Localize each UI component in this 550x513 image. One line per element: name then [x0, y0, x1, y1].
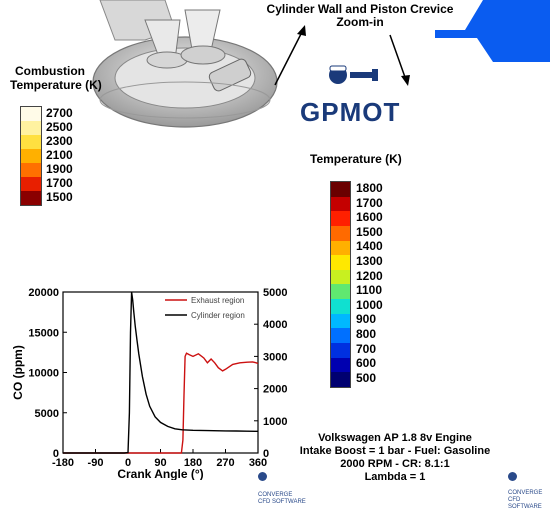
x-tick-label: -90 [88, 457, 104, 469]
converge-logo-sub: CFD SOFTWARE [258, 499, 306, 505]
colorbar-tick-label: 1400 [356, 239, 383, 254]
colorbar-tick-label: 1800 [356, 181, 383, 195]
engine-caption-line3: 2000 RPM - CR: 8.1:1 [340, 458, 450, 470]
converge-logo-sub: CFD SOFTWARE [508, 497, 542, 510]
legend-label: Exhaust region [191, 296, 244, 305]
y-right-tick-label: 1000 [263, 416, 287, 428]
gpmot-logo-text: GPMOT [300, 97, 401, 127]
x-axis-label: Crank Angle (°) [117, 467, 203, 480]
series-line-cylinder-region [63, 291, 259, 454]
y-right-tick-label: 2000 [263, 384, 287, 396]
colorbar-tick-label: 700 [356, 341, 377, 356]
y-left-tick-label: 15000 [28, 327, 59, 339]
arrow-up-icon [297, 25, 306, 36]
colorbar-swatch [331, 182, 350, 197]
colorbar-swatch [21, 177, 41, 191]
colorbar-swatch [331, 299, 350, 314]
engine-head-render [92, 0, 278, 128]
zoom-title-line2: Zoom-in [336, 15, 384, 29]
colorbar-swatch [331, 343, 350, 358]
colorbar-swatch [331, 240, 350, 256]
series-line-exhaust-region [63, 352, 259, 454]
colorbar-swatch [21, 149, 41, 163]
colorbar-swatch [331, 211, 350, 226]
left-colorbar-title-line2: Temperature (K) [10, 78, 102, 92]
colorbar-tick-label: 1000 [356, 297, 383, 312]
left-colorbar-title-line1: Combustion [15, 64, 85, 78]
colorbar-tick-label: 1300 [356, 254, 383, 268]
x-tick-label: 360 [249, 457, 267, 469]
colorbar-tick-label: 1700 [46, 176, 73, 190]
zoom-arrows [274, 25, 410, 86]
colorbar-tick-label: 1700 [356, 195, 383, 210]
gpmot-logo: GPMOT [300, 62, 399, 127]
colorbar-swatch [331, 357, 350, 373]
right-colorbar-title: Temperature (K) [310, 152, 402, 166]
y-left-tick-label: 10000 [28, 368, 59, 380]
left-colorbar-ticks: 2700 2500 2300 2100 1900 1700 1500 [46, 106, 96, 206]
colorbar-tick-label: 2100 [46, 148, 73, 162]
colorbar-tick-label: 500 [356, 370, 377, 385]
x-tick-label: 180 [184, 457, 202, 469]
y-right-tick-label: 4000 [263, 319, 287, 331]
colorbar-swatch [21, 107, 41, 121]
colorbar-swatch [21, 121, 41, 135]
colorbar-swatch [331, 255, 350, 270]
colorbar-tick-label: 2300 [46, 134, 73, 148]
y-right-tick-label: 0 [263, 448, 269, 460]
zoom-title: Cylinder Wall and Piston Crevice Zoom-in [240, 3, 480, 29]
engineer-icon [329, 65, 378, 84]
colorbar-tick-label: 1500 [46, 190, 73, 204]
arrow-down-icon [401, 75, 410, 86]
converge-logo-name: CONVERGE [258, 492, 293, 498]
cylinder-wall-zoom-render [435, 0, 550, 62]
colorbar-swatch [21, 191, 41, 205]
right-colorbar-ticks: 1800 1700 1600 1500 1400 1300 1200 1100 1000 900 8… [356, 181, 406, 391]
colorbar-tick-label: 2500 [46, 120, 73, 134]
colorbar-swatch [331, 284, 350, 300]
colorbar-tick-label: 1600 [356, 210, 383, 225]
colorbar-swatch [331, 225, 350, 241]
engine-caption: Volkswagen AP 1.8 8v Engine Intake Boost… [270, 432, 520, 484]
legend-label: Cylinder region [191, 311, 245, 320]
colorbar-swatch [331, 196, 350, 212]
zoom-title-line1: Cylinder Wall and Piston Crevice [266, 2, 454, 16]
colorbar-swatch [331, 269, 350, 285]
x-tick-label: 90 [154, 457, 166, 469]
y-left-tick-label: 5000 [35, 408, 59, 420]
colorbar-swatch [21, 135, 41, 149]
right-colorbar [330, 181, 351, 388]
colorbar-tick-label: 2700 [46, 106, 73, 120]
colorbar-tick-label: 1100 [356, 283, 383, 298]
y-axis-label: CO (ppm) [11, 345, 25, 400]
y-right-tick-label: 3000 [263, 351, 287, 363]
engine-caption-line2: Intake Boost = 1 bar - Fuel: Gasoline [299, 445, 491, 457]
colorbar-tick-label: 1500 [356, 224, 383, 239]
y-left-tick-label: 0 [53, 448, 59, 460]
converge-logo-icon [508, 472, 517, 481]
colorbar-tick-label: 800 [356, 327, 377, 341]
x-tick-label: -180 [52, 457, 74, 469]
colorbar-tick-label: 900 [356, 312, 377, 327]
colorbar-swatch [331, 328, 350, 344]
left-colorbar-title: Combustion Temperature (K) [10, 64, 102, 92]
converge-logo-name: CONVERGE [508, 490, 543, 496]
colorbar-swatch [21, 163, 41, 177]
y-right-tick-label: 5000 [263, 287, 287, 299]
co-chart: -180 -90 0 90 180 270 360050001000015000200000… [11, 287, 287, 480]
converge-logo-right: CONVERGE CFD SOFTWARE [508, 472, 550, 510]
engine-caption-line1: Volkswagen AP 1.8 8v Engine [318, 432, 472, 444]
converge-logo-left: CONVERGE CFD SOFTWARE [258, 472, 318, 505]
colorbar-tick-label: 1900 [46, 162, 73, 176]
colorbar-tick-label: 600 [356, 356, 377, 371]
x-tick-label: 0 [125, 457, 131, 469]
left-colorbar [20, 106, 42, 206]
x-tick-label: 270 [216, 457, 234, 469]
converge-logo-icon [258, 472, 267, 481]
colorbar-swatch [331, 313, 350, 329]
y-left-tick-label: 20000 [28, 287, 59, 299]
colorbar-swatch [331, 372, 350, 387]
engine-caption-line4: Lambda = 1 [364, 471, 426, 483]
colorbar-tick-label: 1200 [356, 268, 383, 283]
